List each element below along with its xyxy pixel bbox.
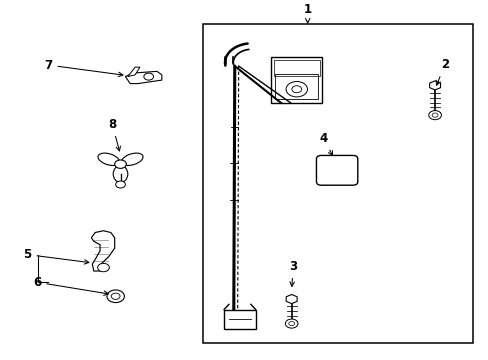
- Text: 8: 8: [108, 118, 120, 151]
- Text: 1: 1: [303, 3, 311, 23]
- Ellipse shape: [98, 153, 119, 166]
- Bar: [271, 57, 322, 103]
- Circle shape: [107, 290, 124, 302]
- Text: 6: 6: [33, 276, 108, 295]
- Circle shape: [428, 111, 441, 120]
- Text: 4: 4: [319, 132, 332, 156]
- Circle shape: [288, 321, 294, 326]
- Circle shape: [431, 113, 437, 117]
- Text: 5: 5: [23, 248, 89, 264]
- Text: 7: 7: [44, 59, 122, 77]
- Circle shape: [143, 73, 153, 80]
- Polygon shape: [125, 71, 162, 84]
- Circle shape: [116, 181, 125, 188]
- Bar: [273, 60, 319, 76]
- Polygon shape: [127, 67, 140, 77]
- Ellipse shape: [113, 166, 127, 183]
- Circle shape: [98, 263, 109, 272]
- Text: 2: 2: [435, 58, 448, 85]
- Circle shape: [285, 81, 307, 97]
- Circle shape: [285, 319, 297, 328]
- Text: 3: 3: [288, 260, 297, 286]
- Circle shape: [115, 160, 126, 168]
- Polygon shape: [91, 231, 115, 271]
- Ellipse shape: [122, 153, 143, 166]
- Bar: [224, 310, 255, 329]
- Bar: [203, 24, 472, 343]
- Bar: [275, 74, 318, 99]
- FancyBboxPatch shape: [316, 156, 357, 185]
- Circle shape: [111, 293, 120, 300]
- Circle shape: [291, 86, 301, 93]
